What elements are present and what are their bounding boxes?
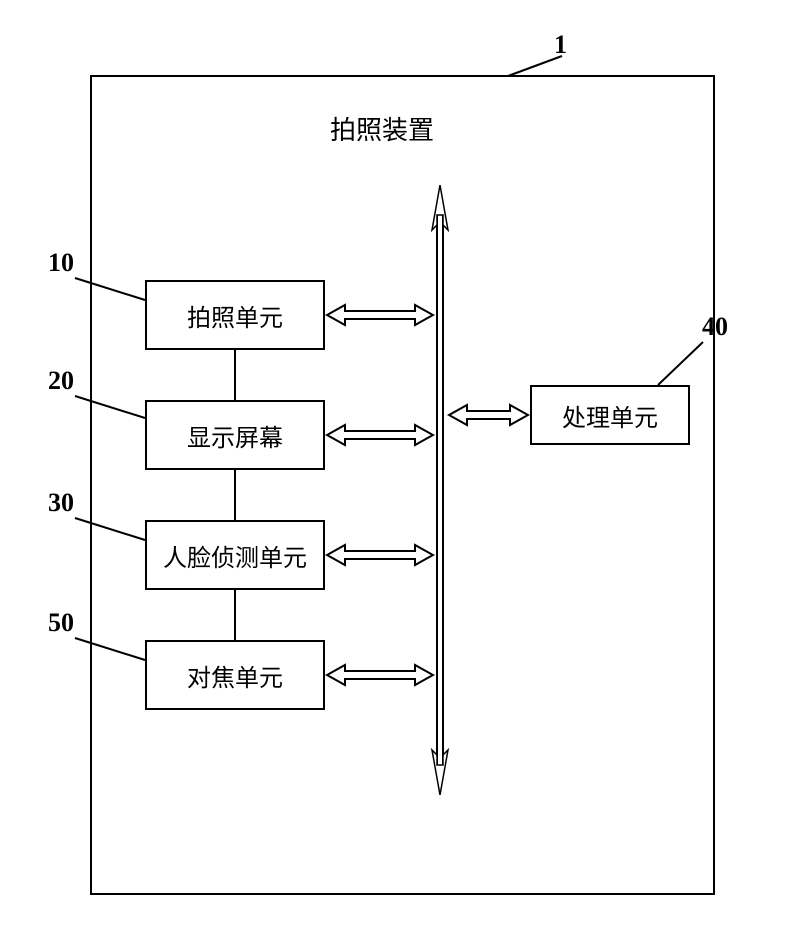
label-50-text: 50 xyxy=(48,608,74,638)
bus-line xyxy=(420,185,460,795)
arrow-bus-process xyxy=(447,403,530,427)
label-20-text: 20 xyxy=(48,366,74,396)
leader-1 xyxy=(500,50,570,80)
block-face-detect-text: 人脸侦测单元 xyxy=(163,538,307,573)
leader-20 xyxy=(70,393,150,423)
block-focus-unit-text: 对焦单元 xyxy=(187,658,283,693)
connector-2-3 xyxy=(234,470,236,520)
leader-40 xyxy=(648,338,708,388)
leader-10 xyxy=(70,275,150,305)
label-30-text: 30 xyxy=(48,488,74,518)
arrow-display-bus xyxy=(325,423,435,447)
diagram-container xyxy=(90,75,715,895)
block-photo-unit-text: 拍照单元 xyxy=(187,298,283,333)
block-process-unit: 处理单元 xyxy=(530,385,690,445)
label-10-text: 10 xyxy=(48,248,74,278)
connector-1-2 xyxy=(234,350,236,400)
connector-3-4 xyxy=(234,590,236,640)
block-process-unit-text: 处理单元 xyxy=(562,398,658,433)
diagram-title: 拍照装置 xyxy=(330,110,434,147)
arrow-focus-bus xyxy=(325,663,435,687)
block-photo-unit: 拍照单元 xyxy=(145,280,325,350)
arrow-photo-bus xyxy=(325,303,435,327)
block-display: 显示屏幕 xyxy=(145,400,325,470)
leader-50 xyxy=(70,635,150,665)
block-face-detect: 人脸侦测单元 xyxy=(145,520,325,590)
block-focus-unit: 对焦单元 xyxy=(145,640,325,710)
block-display-text: 显示屏幕 xyxy=(187,418,283,453)
arrow-face-bus xyxy=(325,543,435,567)
leader-30 xyxy=(70,515,150,545)
